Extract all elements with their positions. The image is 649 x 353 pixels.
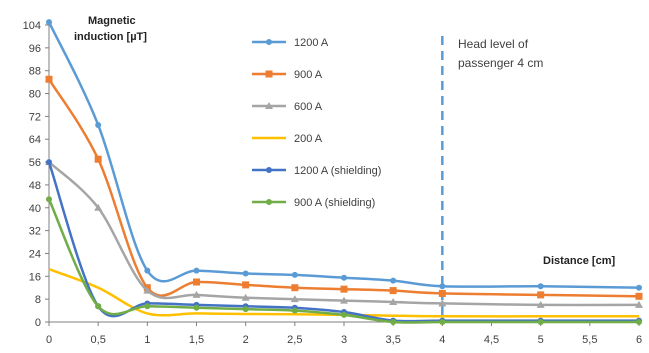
x-tick-label: 4 (439, 334, 445, 346)
x-tick-label: 6 (636, 334, 642, 346)
data-point (635, 300, 643, 308)
legend-marker (266, 39, 272, 45)
data-point (291, 271, 298, 278)
data-point (144, 303, 151, 310)
series-1 (46, 19, 642, 291)
data-point (193, 267, 200, 274)
y-tick-label: 32 (29, 226, 41, 238)
series-3 (45, 158, 643, 308)
x-tick-label: 1,5 (189, 334, 204, 346)
x-axis-title: Distance [cm] (543, 255, 615, 267)
data-point (536, 300, 545, 308)
data-point (242, 270, 249, 277)
y-tick-label: 8 (35, 294, 41, 306)
head-level-label-line2: passenger 4 cm (458, 56, 543, 70)
data-point (143, 286, 152, 294)
y-tick-label: 64 (29, 134, 41, 146)
y-tick-label: 48 (29, 180, 41, 192)
series-line (48, 161, 640, 307)
series-group (45, 19, 643, 325)
legend: 1200 A 900 A 600 A 200 A 1200 A (shielding) 9… (252, 37, 381, 209)
data-point (389, 298, 398, 306)
data-point (46, 159, 52, 166)
data-point (241, 293, 250, 301)
legend-label: 200 A (294, 133, 323, 145)
data-point (341, 274, 347, 281)
x-tick-label: 3 (341, 334, 347, 346)
legend-label: 900 A (shielding) (294, 197, 375, 209)
y-tick-label: 80 (29, 89, 41, 101)
data-point (340, 285, 348, 293)
y-tick-label: 72 (29, 111, 41, 123)
data-point (438, 289, 446, 297)
legend-marker (265, 102, 273, 109)
y-tick-label: 56 (29, 157, 41, 169)
x-tick-label: 0 (46, 334, 52, 346)
data-point (242, 306, 249, 313)
data-point (635, 292, 643, 300)
x-tick-label: 1 (144, 334, 150, 346)
data-point (439, 319, 446, 325)
data-point (95, 121, 102, 128)
x-tick-label: 4,5 (484, 334, 499, 346)
y-axis-title-line2: induction [µT] (74, 31, 147, 43)
data-point (193, 278, 200, 286)
data-point (340, 296, 348, 304)
x-axis-ticks: 0 0,5 1 1,5 2 2,5 3 3,5 4 4,5 5 5,5 6 (46, 322, 642, 346)
data-point (192, 290, 201, 298)
x-tick-label: 5,5 (582, 334, 597, 346)
y-tick-label: 24 (29, 248, 41, 260)
x-tick-label: 0,5 (91, 334, 106, 346)
data-point (290, 295, 299, 303)
y-tick-label: 88 (29, 66, 41, 78)
data-point (242, 281, 250, 289)
series-line (47, 21, 640, 289)
data-point (94, 203, 103, 211)
data-point (636, 319, 642, 325)
data-point (390, 277, 397, 284)
data-point (389, 287, 397, 295)
legend-marker (266, 167, 272, 173)
series-6 (46, 196, 642, 325)
data-point (45, 75, 53, 83)
data-point (438, 299, 447, 307)
head-level-label-line1: Head level of (458, 37, 529, 51)
legend-marker (266, 199, 272, 205)
series-line (48, 268, 639, 318)
data-point (439, 283, 446, 290)
y-axis-ticks: 0 8 16 24 32 40 48 56 64 72 80 88 96 104 (23, 20, 49, 329)
y-axis-title-line1: Magnetic (88, 15, 136, 27)
y-tick-label: 16 (29, 271, 41, 283)
legend-marker (265, 70, 273, 78)
y-tick-label: 96 (29, 43, 41, 55)
data-point (144, 267, 151, 274)
y-tick-label: 40 (29, 203, 41, 215)
legend-label: 600 A (294, 101, 323, 113)
data-point (291, 307, 298, 314)
x-tick-label: 3,5 (386, 334, 401, 346)
x-tick-label: 2,5 (287, 334, 302, 346)
legend-label: 900 A (294, 69, 323, 81)
data-point (46, 19, 52, 26)
data-point (537, 319, 544, 325)
y-tick-label: 0 (35, 317, 41, 329)
data-point (193, 304, 200, 311)
data-point (94, 155, 102, 163)
x-tick-label: 5 (538, 334, 544, 346)
data-point (636, 284, 642, 291)
series-4 (48, 268, 639, 318)
series-2 (45, 75, 643, 300)
legend-label: 1200 A (294, 37, 329, 49)
legend-label: 1200 A (shielding) (294, 165, 381, 177)
data-point (537, 291, 545, 299)
data-point (390, 319, 397, 325)
data-point (95, 303, 102, 310)
data-point (46, 196, 52, 203)
y-tick-label: 104 (23, 20, 41, 32)
data-point (341, 311, 347, 318)
x-tick-label: 2 (243, 334, 249, 346)
data-point (537, 283, 544, 290)
data-point (291, 284, 299, 292)
